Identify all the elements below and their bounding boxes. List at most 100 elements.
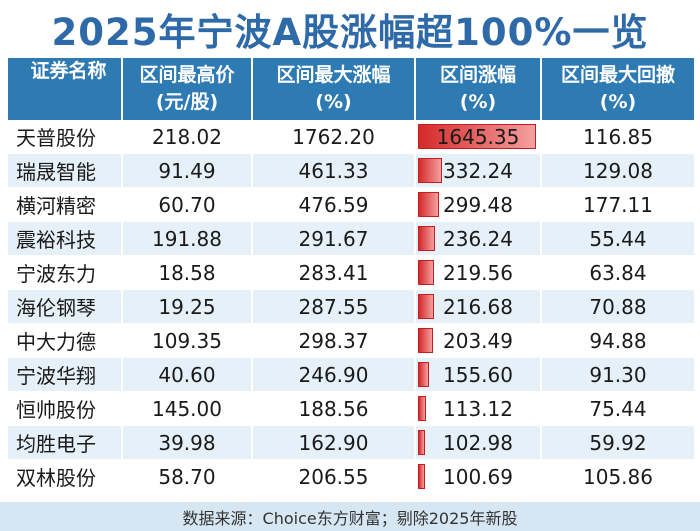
gain-value: 203.49 <box>443 328 513 353</box>
drawdown-cell: 55.44 <box>542 222 694 256</box>
header-drawdown: 区间最大回撤 (%) <box>542 58 694 120</box>
table-body: 天普股份 218.02 1762.20 1645.35 116.85 瑞晟智能 91.49 4… <box>8 120 694 494</box>
header-max-gain: 区间最大涨幅 (%) <box>253 58 416 120</box>
max-gain-cell: 287.55 <box>253 290 416 324</box>
header-gain-label: 区间涨幅 <box>439 64 516 86</box>
gain-bar <box>418 260 434 285</box>
stock-name-cell: 横河精密 <box>8 188 123 222</box>
gain-cell: 100.69 <box>416 460 542 494</box>
high-price-cell: 145.00 <box>123 392 253 426</box>
drawdown-cell: 177.11 <box>542 188 694 222</box>
stock-name-cell: 天普股份 <box>8 120 123 154</box>
table-row: 瑞晟智能 91.49 461.33 332.24 129.08 <box>8 154 694 188</box>
gain-bar <box>418 294 434 319</box>
max-gain-cell: 283.41 <box>253 256 416 290</box>
gain-bar <box>418 430 426 455</box>
gain-bar <box>418 328 433 353</box>
stock-name-cell: 双林股份 <box>8 460 123 494</box>
table-row: 宁波华翔 40.60 246.90 155.60 91.30 <box>8 358 694 392</box>
header-max-gain-unit: (%) <box>315 91 352 113</box>
high-price-cell: 19.25 <box>123 290 253 324</box>
gain-bar <box>418 158 442 183</box>
data-table: 证券名称 区间最高价 (元/股) 区间最大涨幅 (%) 区间涨幅 (%) 区间最… <box>8 58 694 494</box>
high-price-cell: 18.58 <box>123 256 253 290</box>
table-row: 震裕科技 191.88 291.67 236.24 55.44 <box>8 222 694 256</box>
stock-name-cell: 海伦钢琴 <box>8 290 123 324</box>
high-price-cell: 191.88 <box>123 222 253 256</box>
high-price-cell: 39.98 <box>123 426 253 460</box>
stock-name-cell: 震裕科技 <box>8 222 123 256</box>
gain-bar <box>418 192 440 217</box>
header-drawdown-unit: (%) <box>599 91 637 113</box>
table-header: 证券名称 区间最高价 (元/股) 区间最大涨幅 (%) 区间涨幅 (%) 区间最… <box>8 58 694 120</box>
stock-name-cell: 瑞晟智能 <box>8 154 123 188</box>
gain-cell: 203.49 <box>416 324 542 358</box>
drawdown-cell: 75.44 <box>542 392 694 426</box>
max-gain-cell: 1762.20 <box>253 120 416 154</box>
header-gain-unit: (%) <box>459 91 497 113</box>
stock-name-cell: 宁波华翔 <box>8 358 123 392</box>
source-footer: 数据来源：Choice东方财富；剔除2025年新股 <box>0 502 700 531</box>
gain-bar <box>418 362 430 387</box>
drawdown-cell: 63.84 <box>542 256 694 290</box>
max-gain-cell: 461.33 <box>253 154 416 188</box>
drawdown-cell: 116.85 <box>542 120 694 154</box>
drawdown-cell: 59.92 <box>542 426 694 460</box>
header-high: 区间最高价 (元/股) <box>123 58 253 120</box>
gain-value: 299.48 <box>443 192 513 217</box>
stock-name-cell: 中大力德 <box>8 324 123 358</box>
gain-cell: 102.98 <box>416 426 542 460</box>
gain-value: 155.60 <box>443 362 513 387</box>
gain-value: 216.68 <box>443 294 513 319</box>
header-high-label: 区间最高价 <box>139 64 235 86</box>
table-row: 横河精密 60.70 476.59 299.48 177.11 <box>8 188 694 222</box>
drawdown-cell: 129.08 <box>542 154 694 188</box>
max-gain-cell: 298.37 <box>253 324 416 358</box>
header-drawdown-label: 区间最大回撤 <box>560 64 675 86</box>
drawdown-cell: 94.88 <box>542 324 694 358</box>
high-price-cell: 60.70 <box>123 188 253 222</box>
max-gain-cell: 206.55 <box>253 460 416 494</box>
high-price-cell: 58.70 <box>123 460 253 494</box>
max-gain-cell: 188.56 <box>253 392 416 426</box>
table-row: 天普股份 218.02 1762.20 1645.35 116.85 <box>8 120 694 154</box>
high-price-cell: 91.49 <box>123 154 253 188</box>
drawdown-cell: 70.88 <box>542 290 694 324</box>
high-price-cell: 218.02 <box>123 120 253 154</box>
max-gain-cell: 291.67 <box>253 222 416 256</box>
gain-value: 100.69 <box>443 464 513 489</box>
gain-value: 332.24 <box>443 158 513 183</box>
stock-name-cell: 恒帅股份 <box>8 392 123 426</box>
header-name-label: 证券名称 <box>30 60 107 82</box>
gain-cell: 299.48 <box>416 188 542 222</box>
gain-cell: 155.60 <box>416 358 542 392</box>
max-gain-cell: 476.59 <box>253 188 416 222</box>
page-title: 2025年宁波A股涨幅超100%一览 <box>51 11 649 54</box>
gain-bar <box>418 464 426 489</box>
drawdown-cell: 105.86 <box>542 460 694 494</box>
high-price-cell: 109.35 <box>123 324 253 358</box>
gain-value: 219.56 <box>443 260 513 285</box>
stock-name-cell: 宁波东力 <box>8 256 123 290</box>
max-gain-cell: 162.90 <box>253 426 416 460</box>
header-name: 证券名称 <box>8 58 123 120</box>
table-row: 恒帅股份 145.00 188.56 113.12 75.44 <box>8 392 694 426</box>
gain-bar <box>418 124 536 149</box>
gain-cell: 113.12 <box>416 392 542 426</box>
table-row: 海伦钢琴 19.25 287.55 216.68 70.88 <box>8 290 694 324</box>
header-max-gain-label: 区间最大涨幅 <box>276 64 391 86</box>
gain-bar <box>418 396 427 421</box>
gain-bar <box>418 226 435 251</box>
gain-value: 113.12 <box>443 396 513 421</box>
gain-cell: 1645.35 <box>416 120 542 154</box>
high-price-cell: 40.60 <box>123 358 253 392</box>
gain-value: 102.98 <box>443 430 513 455</box>
table-row: 中大力德 109.35 298.37 203.49 94.88 <box>8 324 694 358</box>
header-high-unit: (元/股) <box>155 91 219 113</box>
gain-value: 236.24 <box>443 226 513 251</box>
gain-value: 1645.35 <box>436 124 520 149</box>
max-gain-cell: 246.90 <box>253 358 416 392</box>
gain-cell: 236.24 <box>416 222 542 256</box>
drawdown-cell: 91.30 <box>542 358 694 392</box>
